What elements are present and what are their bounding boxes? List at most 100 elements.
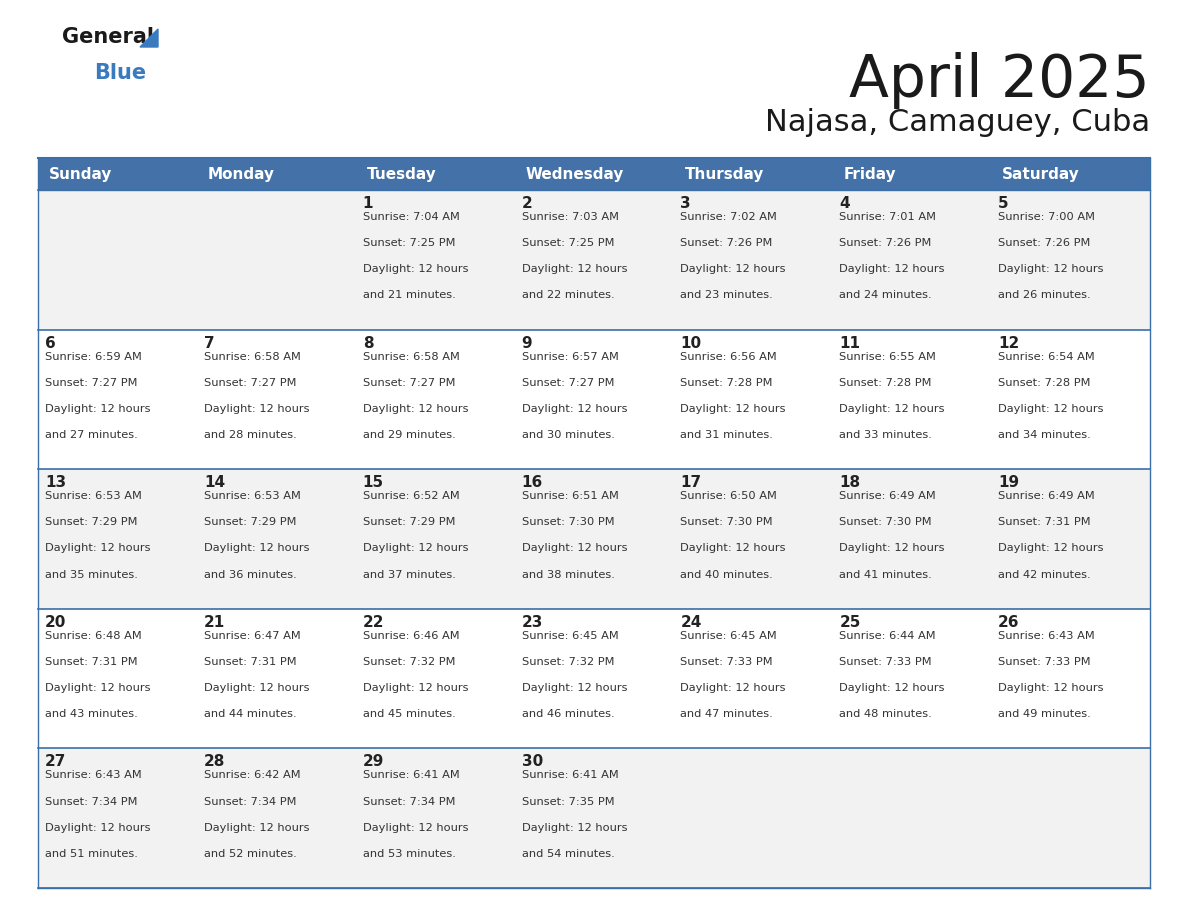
- Text: and 24 minutes.: and 24 minutes.: [839, 290, 931, 300]
- Text: 9: 9: [522, 336, 532, 351]
- Text: Sunset: 7:32 PM: Sunset: 7:32 PM: [522, 657, 614, 667]
- Text: Daylight: 12 hours: Daylight: 12 hours: [362, 823, 468, 833]
- Text: Blue: Blue: [94, 63, 146, 83]
- Text: Sunset: 7:28 PM: Sunset: 7:28 PM: [681, 377, 773, 387]
- Text: Daylight: 12 hours: Daylight: 12 hours: [204, 543, 309, 554]
- Text: 2: 2: [522, 196, 532, 211]
- Text: Sunset: 7:32 PM: Sunset: 7:32 PM: [362, 657, 455, 667]
- Text: Sunrise: 6:57 AM: Sunrise: 6:57 AM: [522, 352, 619, 362]
- Text: Sunrise: 6:51 AM: Sunrise: 6:51 AM: [522, 491, 619, 501]
- Text: Sunset: 7:33 PM: Sunset: 7:33 PM: [839, 657, 931, 667]
- Text: and 35 minutes.: and 35 minutes.: [45, 569, 138, 579]
- Text: Sunrise: 6:49 AM: Sunrise: 6:49 AM: [839, 491, 936, 501]
- Text: Sunset: 7:29 PM: Sunset: 7:29 PM: [45, 518, 138, 527]
- Text: 30: 30: [522, 755, 543, 769]
- Text: Sunset: 7:27 PM: Sunset: 7:27 PM: [204, 377, 296, 387]
- Text: Sunset: 7:27 PM: Sunset: 7:27 PM: [362, 377, 455, 387]
- Text: Sunrise: 6:49 AM: Sunrise: 6:49 AM: [998, 491, 1095, 501]
- Text: Sunrise: 6:43 AM: Sunrise: 6:43 AM: [998, 631, 1095, 641]
- Text: Sunset: 7:31 PM: Sunset: 7:31 PM: [998, 518, 1091, 527]
- Text: Sunrise: 6:55 AM: Sunrise: 6:55 AM: [839, 352, 936, 362]
- Text: Daylight: 12 hours: Daylight: 12 hours: [204, 683, 309, 693]
- Text: Sunrise: 7:02 AM: Sunrise: 7:02 AM: [681, 212, 777, 222]
- Text: and 22 minutes.: and 22 minutes.: [522, 290, 614, 300]
- Text: 18: 18: [839, 476, 860, 490]
- Text: and 37 minutes.: and 37 minutes.: [362, 569, 455, 579]
- Text: Daylight: 12 hours: Daylight: 12 hours: [45, 683, 151, 693]
- Text: 20: 20: [45, 615, 67, 630]
- Text: Sunset: 7:29 PM: Sunset: 7:29 PM: [204, 518, 296, 527]
- Bar: [38, 158, 1150, 190]
- Text: 11: 11: [839, 336, 860, 351]
- Text: Daylight: 12 hours: Daylight: 12 hours: [681, 404, 786, 414]
- Text: Sunrise: 6:54 AM: Sunrise: 6:54 AM: [998, 352, 1095, 362]
- Text: Daylight: 12 hours: Daylight: 12 hours: [839, 543, 944, 554]
- Text: and 33 minutes.: and 33 minutes.: [839, 430, 933, 440]
- Text: Daylight: 12 hours: Daylight: 12 hours: [681, 543, 786, 554]
- Text: Sunset: 7:31 PM: Sunset: 7:31 PM: [45, 657, 138, 667]
- Text: Sunset: 7:28 PM: Sunset: 7:28 PM: [839, 377, 931, 387]
- Text: Sunrise: 6:46 AM: Sunrise: 6:46 AM: [362, 631, 460, 641]
- Text: Sunrise: 6:41 AM: Sunrise: 6:41 AM: [522, 770, 618, 780]
- Text: Daylight: 12 hours: Daylight: 12 hours: [522, 264, 627, 274]
- Text: and 34 minutes.: and 34 minutes.: [998, 430, 1091, 440]
- Text: Sunset: 7:27 PM: Sunset: 7:27 PM: [45, 377, 138, 387]
- Text: 21: 21: [204, 615, 225, 630]
- Text: and 49 minutes.: and 49 minutes.: [998, 710, 1091, 719]
- Bar: [38, 330, 1150, 469]
- Text: Sunset: 7:33 PM: Sunset: 7:33 PM: [681, 657, 773, 667]
- Text: Daylight: 12 hours: Daylight: 12 hours: [522, 823, 627, 833]
- Text: Sunrise: 6:50 AM: Sunrise: 6:50 AM: [681, 491, 777, 501]
- Text: and 54 minutes.: and 54 minutes.: [522, 849, 614, 859]
- Text: Sunset: 7:28 PM: Sunset: 7:28 PM: [998, 377, 1091, 387]
- Text: 3: 3: [681, 196, 691, 211]
- Text: Sunset: 7:35 PM: Sunset: 7:35 PM: [522, 797, 614, 807]
- Text: Sunset: 7:29 PM: Sunset: 7:29 PM: [362, 518, 455, 527]
- Text: Daylight: 12 hours: Daylight: 12 hours: [998, 683, 1104, 693]
- Text: Sunset: 7:26 PM: Sunset: 7:26 PM: [681, 238, 773, 248]
- Text: Sunrise: 7:01 AM: Sunrise: 7:01 AM: [839, 212, 936, 222]
- Text: and 41 minutes.: and 41 minutes.: [839, 569, 933, 579]
- Text: and 38 minutes.: and 38 minutes.: [522, 569, 614, 579]
- Text: and 36 minutes.: and 36 minutes.: [204, 569, 297, 579]
- Text: Daylight: 12 hours: Daylight: 12 hours: [522, 683, 627, 693]
- Text: Sunset: 7:34 PM: Sunset: 7:34 PM: [362, 797, 455, 807]
- Text: Sunrise: 6:43 AM: Sunrise: 6:43 AM: [45, 770, 141, 780]
- Text: 14: 14: [204, 476, 225, 490]
- Text: and 28 minutes.: and 28 minutes.: [204, 430, 297, 440]
- Text: Sunrise: 6:59 AM: Sunrise: 6:59 AM: [45, 352, 141, 362]
- Text: and 42 minutes.: and 42 minutes.: [998, 569, 1091, 579]
- Text: and 51 minutes.: and 51 minutes.: [45, 849, 138, 859]
- Text: Sunrise: 6:41 AM: Sunrise: 6:41 AM: [362, 770, 460, 780]
- Text: 29: 29: [362, 755, 384, 769]
- Text: 26: 26: [998, 615, 1019, 630]
- Text: Daylight: 12 hours: Daylight: 12 hours: [522, 543, 627, 554]
- Text: Sunset: 7:30 PM: Sunset: 7:30 PM: [839, 518, 931, 527]
- Text: Sunday: Sunday: [49, 166, 113, 182]
- Text: and 40 minutes.: and 40 minutes.: [681, 569, 773, 579]
- Text: Daylight: 12 hours: Daylight: 12 hours: [45, 823, 151, 833]
- Text: 19: 19: [998, 476, 1019, 490]
- Text: 13: 13: [45, 476, 67, 490]
- Text: 15: 15: [362, 476, 384, 490]
- Text: and 31 minutes.: and 31 minutes.: [681, 430, 773, 440]
- Text: Daylight: 12 hours: Daylight: 12 hours: [681, 683, 786, 693]
- Text: Sunset: 7:30 PM: Sunset: 7:30 PM: [681, 518, 773, 527]
- Text: Sunrise: 6:44 AM: Sunrise: 6:44 AM: [839, 631, 936, 641]
- Text: Sunrise: 6:45 AM: Sunrise: 6:45 AM: [522, 631, 618, 641]
- Text: 10: 10: [681, 336, 702, 351]
- Text: 12: 12: [998, 336, 1019, 351]
- Text: Sunrise: 6:45 AM: Sunrise: 6:45 AM: [681, 631, 777, 641]
- Text: 7: 7: [204, 336, 215, 351]
- Text: Sunrise: 6:58 AM: Sunrise: 6:58 AM: [204, 352, 301, 362]
- Text: Daylight: 12 hours: Daylight: 12 hours: [362, 683, 468, 693]
- Text: Sunrise: 7:00 AM: Sunrise: 7:00 AM: [998, 212, 1095, 222]
- Text: Sunset: 7:25 PM: Sunset: 7:25 PM: [522, 238, 614, 248]
- Text: 5: 5: [998, 196, 1009, 211]
- Text: Sunset: 7:26 PM: Sunset: 7:26 PM: [839, 238, 931, 248]
- Text: Daylight: 12 hours: Daylight: 12 hours: [362, 404, 468, 414]
- Text: Sunset: 7:30 PM: Sunset: 7:30 PM: [522, 518, 614, 527]
- Text: and 52 minutes.: and 52 minutes.: [204, 849, 297, 859]
- Text: Wednesday: Wednesday: [526, 166, 624, 182]
- Text: 4: 4: [839, 196, 849, 211]
